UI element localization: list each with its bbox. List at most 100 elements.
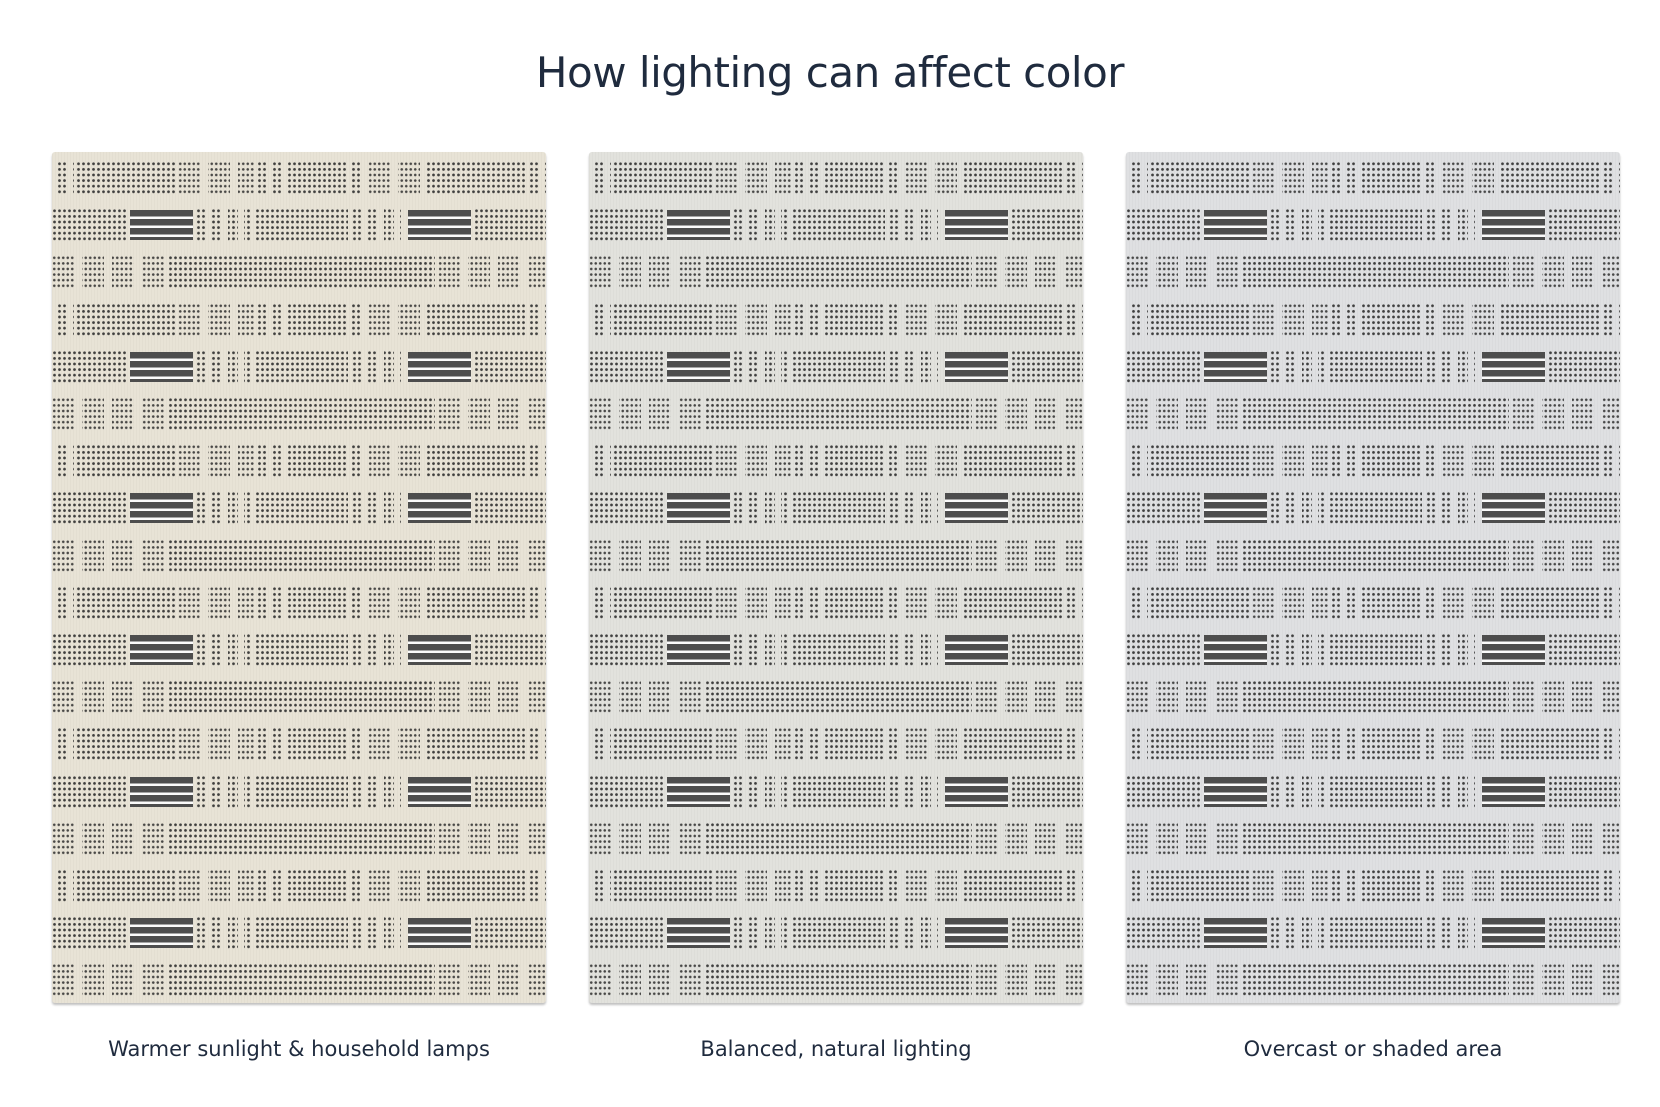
rug-pattern-dark bbox=[1481, 635, 1545, 665]
rug-pattern-pairs bbox=[1065, 585, 1083, 620]
rug-pattern-dark bbox=[129, 635, 193, 665]
rug-pattern-blocks bbox=[905, 161, 960, 195]
rug-pattern-dark bbox=[407, 210, 471, 241]
rug-pattern-blocks bbox=[177, 727, 255, 762]
rug-pattern-blocks bbox=[177, 585, 255, 620]
rug-pattern-dots bbox=[963, 869, 1063, 903]
rug-pattern-dark bbox=[1203, 351, 1267, 382]
rug-pattern-pairs bbox=[1425, 633, 1477, 667]
rug-pattern-blocks bbox=[1442, 444, 1497, 479]
rug-pattern-dots bbox=[589, 916, 664, 951]
rug-pattern-pairs bbox=[1425, 916, 1477, 951]
rug-pattern-dots bbox=[705, 680, 972, 715]
rug-pattern-blocks bbox=[438, 538, 546, 573]
rug-pattern-blocks bbox=[589, 821, 703, 856]
rug-pattern-pairs bbox=[593, 302, 612, 337]
rug-pattern-dots bbox=[705, 963, 972, 998]
rug-pattern-pairs bbox=[257, 444, 285, 479]
rug-pattern-dark bbox=[666, 635, 730, 665]
rug-pattern-band bbox=[1126, 774, 1620, 809]
rug-pattern-dark bbox=[944, 351, 1008, 382]
rug-pattern-pairs bbox=[733, 208, 790, 243]
rug-pattern-band bbox=[589, 491, 1083, 526]
rug-pattern-pairs bbox=[794, 161, 822, 195]
rug-pattern-blocks bbox=[589, 538, 703, 573]
rug-pattern-band bbox=[52, 161, 546, 195]
rug-pattern-pairs bbox=[351, 349, 403, 384]
rug-pattern-dots bbox=[705, 821, 972, 856]
rug-pattern-pairs bbox=[528, 302, 546, 337]
rug-pattern-pairs bbox=[888, 349, 940, 384]
rug-pattern-dots bbox=[1360, 161, 1423, 195]
rug-pattern-pairs bbox=[888, 916, 940, 951]
rug-pattern-blocks bbox=[1251, 585, 1329, 620]
rug-pattern-pairs bbox=[1331, 585, 1359, 620]
rug-pattern-dots bbox=[1126, 208, 1201, 243]
rug-pattern-band bbox=[52, 302, 546, 337]
rug-pattern-band bbox=[52, 255, 546, 290]
rug-pattern-dots bbox=[1242, 538, 1509, 573]
rug-pattern-band bbox=[1126, 255, 1620, 290]
rug-pattern-dots bbox=[1548, 349, 1620, 384]
rug-pattern-band bbox=[52, 727, 546, 762]
rug-pattern-band bbox=[1126, 208, 1620, 243]
rug-pattern-pairs bbox=[350, 869, 366, 903]
rug-pattern-blocks bbox=[438, 255, 546, 290]
rug-pattern-band bbox=[52, 585, 546, 620]
rug-pattern-band bbox=[1126, 397, 1620, 431]
rug-pattern-blocks bbox=[589, 255, 703, 290]
rug-pattern-blocks bbox=[368, 444, 423, 479]
rug-pattern-blocks bbox=[1442, 302, 1497, 337]
rug-pattern-blocks bbox=[905, 869, 960, 903]
rug-pattern-dots bbox=[963, 302, 1063, 337]
rug-image-overcast bbox=[1126, 152, 1620, 1003]
rug-pattern-dark bbox=[1203, 918, 1267, 949]
rug-pattern-pairs bbox=[1270, 349, 1327, 384]
rug-image-warm bbox=[52, 152, 546, 1003]
rug-pattern-pairs bbox=[1331, 444, 1359, 479]
rug-pattern-blocks bbox=[905, 302, 960, 337]
rug-pattern-dots bbox=[1011, 349, 1083, 384]
rug-pattern-band bbox=[589, 680, 1083, 715]
rug-pattern-band bbox=[1126, 633, 1620, 667]
rug-pattern-dots bbox=[589, 633, 664, 667]
rug-pattern-blocks bbox=[975, 963, 1083, 998]
rug-pattern-blocks bbox=[975, 821, 1083, 856]
rug-pattern-band bbox=[1126, 585, 1620, 620]
rug-pattern-pairs bbox=[733, 349, 790, 384]
rug-pattern-pairs bbox=[1130, 727, 1149, 762]
rug-pattern-dots bbox=[1149, 727, 1250, 762]
rug-pattern-pairs bbox=[733, 491, 790, 526]
rug-pattern-blocks bbox=[589, 963, 703, 998]
rug-pattern-band bbox=[589, 444, 1083, 479]
rug-pattern-band bbox=[589, 727, 1083, 762]
rug-pattern-dark bbox=[1203, 210, 1267, 241]
rug-pattern-dots bbox=[1126, 774, 1201, 809]
rug-pattern-dots bbox=[1011, 491, 1083, 526]
rug-pattern-pairs bbox=[257, 869, 285, 903]
rug-pattern-band bbox=[1126, 821, 1620, 856]
rug-pattern-dots bbox=[52, 349, 127, 384]
rug-pattern-dots bbox=[963, 161, 1063, 195]
rug-pattern-pairs bbox=[888, 208, 940, 243]
rug-pattern-blocks bbox=[1251, 444, 1329, 479]
rug-pattern-blocks bbox=[177, 161, 255, 195]
rug-pattern-dots bbox=[1360, 585, 1423, 620]
rug-pattern-blocks bbox=[52, 680, 166, 715]
rug-pattern-dots bbox=[791, 633, 886, 667]
rug-pattern-dots bbox=[168, 963, 435, 998]
rug-pattern-dots bbox=[168, 255, 435, 290]
rug-pattern-dark bbox=[944, 210, 1008, 241]
rug-pattern-dots bbox=[1548, 491, 1620, 526]
rug-pattern-pairs bbox=[733, 633, 790, 667]
rug-pattern-blocks bbox=[52, 963, 166, 998]
rug-pattern-pairs bbox=[1130, 302, 1149, 337]
rug-pattern-dark bbox=[1203, 635, 1267, 665]
rug-pattern-pairs bbox=[56, 444, 75, 479]
rug-pattern-blocks bbox=[905, 727, 960, 762]
rug-pattern-pairs bbox=[56, 869, 75, 903]
rug-pattern-pairs bbox=[1602, 585, 1620, 620]
rug-pattern-dark bbox=[944, 776, 1008, 807]
rug-pattern-dots bbox=[823, 869, 886, 903]
rug-pattern-pairs bbox=[887, 444, 903, 479]
